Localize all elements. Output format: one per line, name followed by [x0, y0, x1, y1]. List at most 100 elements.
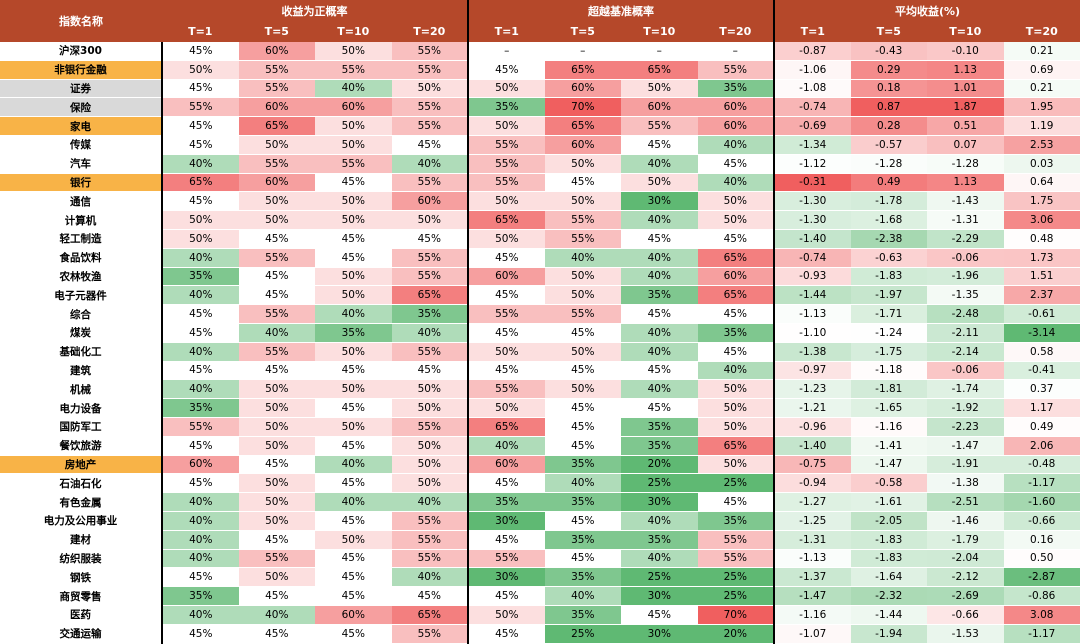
value-cell: 0.07 — [927, 135, 1004, 154]
row-name: 通信 — [0, 192, 162, 211]
row-name: 钢铁 — [0, 568, 162, 587]
value-cell: 0.48 — [1004, 229, 1080, 248]
value-cell: 45% — [162, 79, 239, 98]
value-cell: 50% — [698, 399, 775, 418]
value-cell: 40% — [468, 436, 545, 455]
value-cell: 65% — [698, 436, 775, 455]
value-cell: 50% — [468, 229, 545, 248]
value-cell: 40% — [162, 248, 239, 267]
value-cell: 45% — [315, 549, 392, 568]
value-cell: 35% — [315, 323, 392, 342]
value-cell: 35% — [621, 417, 698, 436]
value-cell: 0.87 — [851, 98, 928, 117]
row-name: 食品饮料 — [0, 248, 162, 267]
value-cell: 50% — [545, 342, 622, 361]
value-cell: 45% — [545, 399, 622, 418]
value-cell: 65% — [545, 117, 622, 136]
value-cell: 30% — [468, 511, 545, 530]
value-cell: 40% — [545, 248, 622, 267]
value-cell: 45% — [468, 323, 545, 342]
value-cell: 35% — [698, 323, 775, 342]
value-cell: 45% — [392, 135, 469, 154]
value-cell: 45% — [468, 60, 545, 79]
value-cell: 50% — [315, 342, 392, 361]
row-name: 基础化工 — [0, 342, 162, 361]
value-cell: 1.95 — [1004, 98, 1080, 117]
value-cell: -1.43 — [927, 192, 1004, 211]
value-cell: 45% — [315, 568, 392, 587]
value-cell: 50% — [315, 192, 392, 211]
value-cell: 50% — [315, 530, 392, 549]
value-cell: -1.46 — [927, 511, 1004, 530]
value-cell: -1.47 — [774, 587, 851, 606]
value-cell: -1.28 — [851, 154, 928, 173]
value-cell: 55% — [392, 117, 469, 136]
value-cell: -1.92 — [927, 399, 1004, 418]
value-cell: 55% — [315, 154, 392, 173]
value-cell: 40% — [162, 493, 239, 512]
value-cell: 45% — [392, 229, 469, 248]
value-cell: 50% — [468, 342, 545, 361]
value-cell: 40% — [621, 342, 698, 361]
value-cell: 70% — [545, 98, 622, 117]
value-cell: -1.53 — [927, 624, 1004, 643]
value-cell: -0.86 — [1004, 587, 1080, 606]
value-cell: -1.34 — [774, 135, 851, 154]
value-cell: 0.21 — [1004, 79, 1080, 98]
value-cell: 65% — [545, 60, 622, 79]
value-cell: -0.06 — [927, 248, 1004, 267]
value-cell: -1.97 — [851, 286, 928, 305]
value-cell: 35% — [468, 493, 545, 512]
value-cell: -2.29 — [927, 229, 1004, 248]
value-cell: 0.58 — [1004, 342, 1080, 361]
period-header: T=5 — [851, 21, 928, 42]
value-cell: 45% — [545, 417, 622, 436]
value-cell: 50% — [392, 211, 469, 230]
value-cell: 0.28 — [851, 117, 928, 136]
value-cell: 60% — [698, 98, 775, 117]
period-header: T=10 — [927, 21, 1004, 42]
value-cell: 45% — [315, 229, 392, 248]
group-header: 收益为正概率 — [162, 0, 468, 21]
value-cell: 40% — [162, 286, 239, 305]
value-cell: 60% — [545, 135, 622, 154]
value-cell: 2.53 — [1004, 135, 1080, 154]
row-name: 轻工制造 — [0, 229, 162, 248]
value-cell: 65% — [468, 417, 545, 436]
row-name: 煤炭 — [0, 323, 162, 342]
value-cell: -0.63 — [851, 248, 928, 267]
row-name: 国防军工 — [0, 417, 162, 436]
value-cell: -1.64 — [851, 568, 928, 587]
value-cell: 50% — [239, 192, 316, 211]
value-cell: 25% — [698, 587, 775, 606]
value-cell: 60% — [315, 98, 392, 117]
value-cell: 25% — [621, 568, 698, 587]
row-name: 农林牧渔 — [0, 267, 162, 286]
row-name: 电力设备 — [0, 399, 162, 418]
value-cell: 45% — [545, 436, 622, 455]
group-header: 平均收益(%) — [774, 0, 1080, 21]
value-cell: 45% — [239, 455, 316, 474]
value-cell: -1.24 — [851, 323, 928, 342]
row-name: 非银行金融 — [0, 60, 162, 79]
value-cell: 45% — [162, 323, 239, 342]
value-cell: 50% — [698, 455, 775, 474]
value-cell: 50% — [315, 211, 392, 230]
value-cell: 65% — [468, 211, 545, 230]
value-cell: -2.87 — [1004, 568, 1080, 587]
value-cell: 55% — [392, 267, 469, 286]
value-cell: 55% — [621, 117, 698, 136]
value-cell: 0.21 — [1004, 42, 1080, 60]
value-cell: 35% — [621, 286, 698, 305]
value-cell: 45% — [239, 587, 316, 606]
value-cell: -2.11 — [927, 323, 1004, 342]
value-cell: -0.06 — [927, 361, 1004, 380]
value-cell: -1.18 — [851, 361, 928, 380]
period-header: T=20 — [392, 21, 469, 42]
